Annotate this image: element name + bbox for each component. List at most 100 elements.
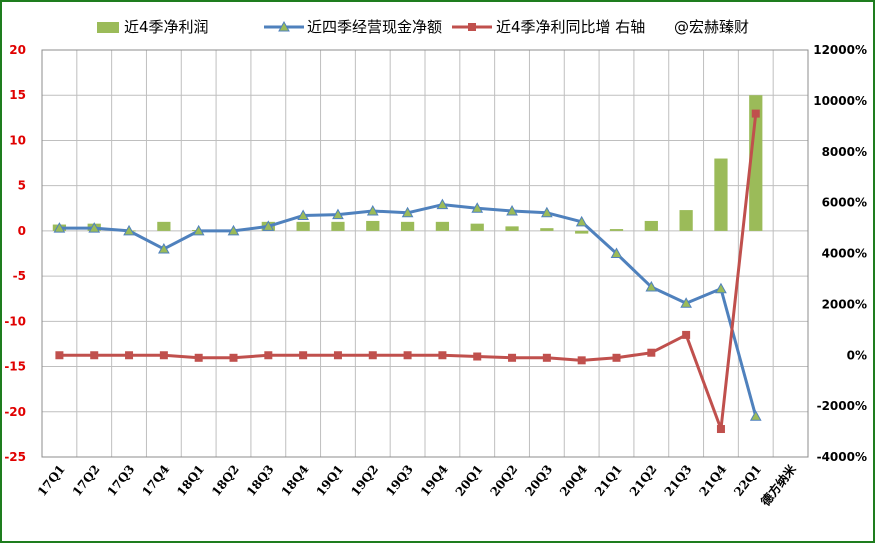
yoy-point xyxy=(333,351,342,360)
x-tick-label: 17Q3 xyxy=(105,462,138,499)
left-axis: 20 15 10 5 0 -5 -10 -15 -20 -25 xyxy=(4,43,26,464)
profit-bar xyxy=(540,228,554,231)
right-tick-label: -2000% xyxy=(817,399,867,413)
profit-bar xyxy=(505,226,519,231)
x-tick-label: 17Q1 xyxy=(35,462,68,499)
profit-bar xyxy=(435,221,450,231)
x-tick-label: 18Q3 xyxy=(244,462,277,499)
cash-flow-line xyxy=(53,198,762,421)
x-tick-label: 20Q4 xyxy=(557,462,590,499)
x-tick-label: 17Q2 xyxy=(70,462,103,499)
watermark-text: @宏赫臻财 xyxy=(674,18,749,36)
profit-bar xyxy=(679,210,693,231)
cash-flow-point xyxy=(192,224,205,236)
cash-flow-point xyxy=(715,282,727,294)
yoy-point xyxy=(368,351,377,360)
profit-bar xyxy=(470,223,484,231)
cash-flow-point xyxy=(297,209,309,221)
x-tick-label: 19Q3 xyxy=(383,462,416,499)
profit-bar xyxy=(609,229,624,231)
left-tick-label: -25 xyxy=(4,450,26,464)
yoy-point xyxy=(508,353,517,362)
right-tick-label: 6000% xyxy=(822,196,867,210)
cash-flow-point xyxy=(749,410,762,421)
yoy-point xyxy=(159,351,168,360)
x-tick-label: 21Q2 xyxy=(627,462,660,499)
legend-label-cash: 近四季经营现金净额 xyxy=(307,18,442,36)
cash-flow-point xyxy=(471,202,484,213)
x-tick-label: 21Q3 xyxy=(662,462,695,499)
legend: 近4季净利润 近四季经营现金净额 近4季净利同比增 右轴 @宏赫臻财 xyxy=(97,18,749,36)
yoy-point xyxy=(751,109,760,118)
profit-bar xyxy=(749,95,763,231)
x-tick-label: 20Q3 xyxy=(522,462,555,499)
yoy-point xyxy=(403,351,412,360)
grid xyxy=(41,49,809,458)
right-tick-label: -4000% xyxy=(817,450,867,464)
profit-bar xyxy=(331,221,345,231)
left-tick-label: 5 xyxy=(18,179,26,193)
cash-flow-line-path xyxy=(59,203,758,417)
yoy-point xyxy=(194,353,203,362)
right-tick-label: 0% xyxy=(847,348,867,362)
cash-flow-point xyxy=(541,206,553,218)
profit-bar xyxy=(366,220,380,231)
profit-bar xyxy=(575,230,589,234)
left-tick-label: -10 xyxy=(4,314,26,328)
x-tick-label: 22Q1 xyxy=(731,462,764,499)
cash-flow-point xyxy=(227,224,240,236)
yoy-point xyxy=(125,351,134,360)
left-tick-label: -5 xyxy=(13,269,26,283)
yoy-point xyxy=(682,330,691,339)
cash-flow-point xyxy=(366,204,379,216)
cash-flow-point xyxy=(506,204,518,216)
right-tick-label: 12000% xyxy=(813,43,867,57)
x-tick-label: 20Q1 xyxy=(453,462,486,499)
x-tick-label: 21Q1 xyxy=(592,462,625,499)
cash-flow-point xyxy=(610,247,623,258)
yoy-point xyxy=(473,352,482,361)
cash-flow-point xyxy=(53,222,66,233)
cash-flow-point xyxy=(262,220,275,231)
right-tick-label: 10000% xyxy=(813,94,867,108)
yoy-point xyxy=(229,353,238,362)
yoy-point xyxy=(577,356,586,365)
yoy-point xyxy=(716,425,725,434)
x-tick-label: 18Q2 xyxy=(209,462,242,499)
x-tick-label: 19Q2 xyxy=(348,462,381,499)
profit-bar xyxy=(157,221,171,231)
yoy-line-path xyxy=(59,113,758,431)
yoy-point xyxy=(647,348,656,357)
x-tick-label: 18Q4 xyxy=(279,462,312,499)
plot-border xyxy=(41,49,809,458)
x-tick-label: 18Q1 xyxy=(174,462,207,499)
right-tick-label: 4000% xyxy=(822,247,867,261)
legend-swatch-yoy-marker xyxy=(468,23,476,31)
yoy-point xyxy=(438,351,447,360)
left-tick-label: 10 xyxy=(9,133,26,147)
legend-label-yoy: 近4季净利同比增 右轴 xyxy=(496,18,645,36)
profit-bar xyxy=(296,221,310,231)
cash-flow-point xyxy=(436,198,449,210)
yoy-point xyxy=(55,351,64,360)
yoy-point xyxy=(542,353,551,362)
right-tick-label: 8000% xyxy=(822,145,867,159)
legend-swatch-bar xyxy=(97,22,119,33)
left-tick-label: -15 xyxy=(4,360,26,374)
cash-flow-point xyxy=(575,215,588,227)
legend-label-profit: 近4季净利润 xyxy=(124,18,209,36)
yoy-line xyxy=(55,109,760,434)
x-tick-label: 19Q1 xyxy=(313,462,346,499)
x-tick-label: 17Q4 xyxy=(139,462,172,499)
yoy-point xyxy=(90,351,99,360)
cash-flow-point xyxy=(123,224,135,236)
right-tick-label: 2000% xyxy=(822,297,867,311)
cash-flow-point xyxy=(332,208,344,220)
cash-flow-point xyxy=(88,222,101,233)
profit-bar xyxy=(644,220,658,231)
profit-bar xyxy=(714,158,728,231)
left-tick-label: -20 xyxy=(4,405,26,419)
cash-flow-point xyxy=(158,242,170,254)
